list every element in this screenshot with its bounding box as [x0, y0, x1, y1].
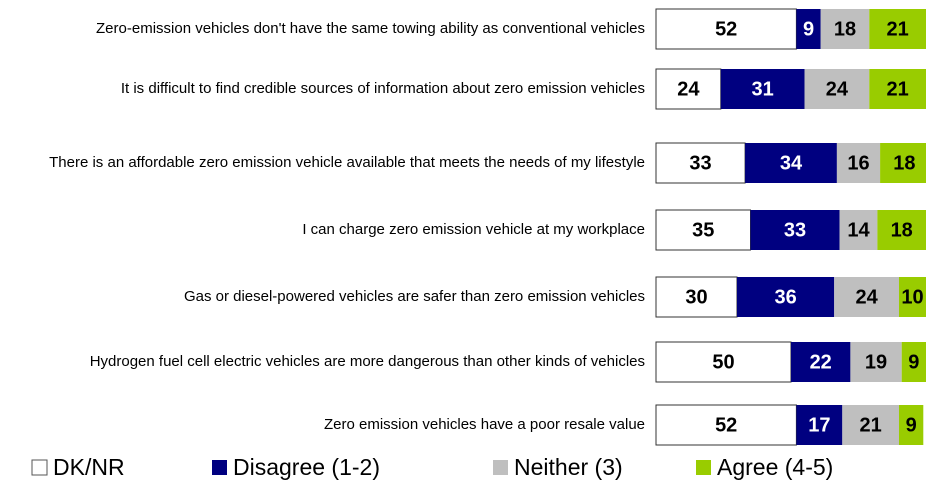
bar-segment	[796, 9, 821, 49]
bar-segment	[745, 143, 837, 183]
value-label: 24	[855, 286, 878, 308]
bar-segment	[850, 342, 902, 382]
legend-label: Agree (4-5)	[717, 454, 833, 480]
bar-segment	[737, 277, 835, 317]
category-label: I can charge zero emission vehicle at my…	[302, 221, 645, 238]
bar-segment	[901, 342, 926, 382]
category-label: Zero emission vehicles have a poor resal…	[324, 416, 645, 433]
value-label: 10	[901, 286, 923, 308]
value-label: 50	[712, 351, 734, 373]
value-label: 14	[847, 219, 870, 241]
category-label: There is an affordable zero emission veh…	[49, 154, 645, 171]
value-label: 9	[908, 351, 919, 373]
legend-swatch	[493, 460, 508, 475]
legend-label: Disagree (1-2)	[233, 454, 380, 480]
bar-segment	[880, 143, 926, 183]
bar-segment	[796, 405, 843, 445]
value-label: 19	[865, 351, 887, 373]
bar-segment	[839, 210, 878, 250]
legend-swatch	[696, 460, 711, 475]
value-label: 18	[834, 18, 856, 40]
value-label: 33	[784, 219, 806, 241]
bar-segment	[655, 68, 722, 110]
bar-segment	[877, 210, 926, 250]
bar-segment	[655, 341, 792, 383]
bar-segment	[820, 9, 870, 49]
value-label: 17	[808, 414, 830, 436]
value-label: 34	[780, 152, 803, 174]
value-label: 35	[692, 219, 714, 241]
category-label: Hydrogen fuel cell electric vehicles are…	[89, 353, 645, 370]
value-label: 33	[689, 152, 711, 174]
value-label: 31	[752, 78, 774, 100]
value-label: 9	[803, 18, 814, 40]
legend-label: Neither (3)	[514, 454, 623, 480]
bar-segment	[655, 8, 797, 50]
value-label: 22	[810, 351, 832, 373]
value-label: 52	[715, 414, 737, 436]
bar-segment	[655, 209, 751, 251]
value-label: 24	[826, 78, 849, 100]
bar-segment	[899, 405, 924, 445]
value-label: 24	[677, 78, 700, 100]
bar-segment	[750, 210, 840, 250]
bar-segment	[836, 143, 881, 183]
legend-swatch	[31, 459, 48, 476]
value-label: 18	[891, 219, 913, 241]
bar-segment	[655, 276, 738, 318]
category-label: Gas or diesel-powered vehicles are safer…	[183, 288, 645, 305]
bar-segment	[804, 69, 870, 109]
bar-segment	[720, 69, 805, 109]
bar-segment	[791, 342, 851, 382]
category-label: Zero-emission vehicles don't have the sa…	[96, 20, 645, 37]
bar-segment	[834, 277, 899, 317]
value-label: 30	[685, 286, 707, 308]
bar-segment	[869, 9, 926, 49]
bar-segment	[655, 142, 746, 184]
value-label: 21	[887, 18, 909, 40]
bar-segment	[655, 404, 797, 446]
value-label: 21	[860, 414, 882, 436]
legend-label: DK/NR	[53, 454, 125, 480]
category-label: It is difficult to find credible sources…	[120, 80, 645, 97]
bar-segment	[869, 69, 926, 109]
bar-segment	[899, 277, 926, 317]
value-label: 21	[887, 78, 909, 100]
value-label: 9	[906, 414, 917, 436]
legend-swatch	[212, 460, 227, 475]
bar-segment	[842, 405, 899, 445]
value-label: 36	[774, 286, 796, 308]
value-label: 16	[847, 152, 869, 174]
value-label: 18	[893, 152, 915, 174]
value-label: 52	[715, 18, 737, 40]
